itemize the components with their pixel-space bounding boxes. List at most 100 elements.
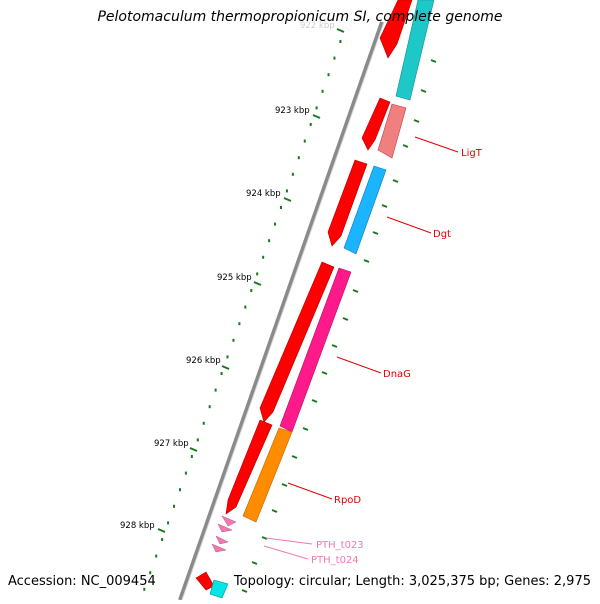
gene-track-tick [241, 589, 248, 593]
gene-track-tick [311, 399, 318, 403]
gene-track-tick [392, 179, 399, 183]
ruler-dot [339, 40, 342, 43]
label-leaders [263, 136, 459, 560]
trna-arrow-2[interactable] [217, 523, 233, 533]
gene-label-pth-t024[interactable]: PTH_t024 [311, 555, 359, 566]
ruler-dot [214, 388, 217, 392]
gene-arrow-cds-dnag[interactable] [259, 261, 335, 423]
ruler-dots [143, 40, 342, 591]
ruler-dot [190, 455, 193, 458]
leader-pth-t023 [265, 537, 313, 545]
gene-track-tick [331, 344, 338, 348]
ruler-dot [202, 421, 205, 425]
ruler-dot [178, 488, 181, 492]
ruler-tick-label: 923 kbp [275, 106, 310, 116]
trna-arrow-4[interactable] [211, 543, 227, 553]
gene-track-ticks [241, 59, 437, 593]
cog-block-dgt [343, 165, 387, 255]
ruler-dot [327, 73, 330, 77]
ruler-dot [321, 89, 324, 93]
accession-label: Accession: NC_009454 [8, 574, 156, 589]
ruler-dot [268, 239, 271, 243]
genome-summary: Topology: circular; Length: 3,025,375 bp… [233, 574, 591, 589]
ruler-tick [336, 28, 345, 33]
gene-track-tick [321, 371, 328, 375]
gene-label-dgt[interactable]: Dgt [433, 229, 451, 240]
trna-track [211, 515, 237, 553]
ruler-dot [173, 504, 176, 508]
ruler-dot [155, 554, 158, 558]
gene-track-tick [372, 231, 379, 235]
trna-arrow-1[interactable] [221, 515, 237, 527]
cog-block-ligt [377, 103, 407, 159]
ruler-dot [315, 106, 318, 110]
ruler-dot [250, 289, 253, 292]
gene-track-tick [261, 536, 268, 540]
gene-track-tick [381, 204, 388, 208]
gene-labels: LigT Dgt DnaG RpoD PTH_t023 PTH_t024 [311, 148, 483, 566]
gene-track-tick [430, 59, 437, 63]
gene-track-tick [281, 483, 288, 487]
trna-arrow-3[interactable] [215, 535, 229, 545]
cog-block-bottom [209, 579, 229, 599]
ruler-dot [274, 222, 277, 226]
ruler-tick-label: 922 kbp [300, 21, 335, 31]
ruler-dot [208, 405, 211, 409]
gene-arrow-cds-bottom[interactable] [195, 571, 215, 591]
cds-track [195, 0, 413, 591]
ruler-dot [196, 438, 199, 442]
ruler-dot [262, 255, 265, 259]
ruler-dot [161, 538, 164, 541]
ruler-tick [189, 447, 198, 452]
gene-arrow-cds-ligt[interactable] [361, 97, 391, 151]
ruler-dot [143, 587, 146, 591]
ruler-tick [283, 197, 292, 202]
gene-track-tick [342, 317, 349, 321]
cog-track [209, 0, 435, 599]
gene-track-tick [302, 427, 309, 431]
ruler-tick [253, 281, 262, 286]
ruler-dot [232, 338, 235, 342]
leader-rpod [287, 482, 333, 500]
gene-label-pth-t023[interactable]: PTH_t023 [316, 540, 364, 551]
ruler-dot [297, 156, 300, 160]
leader-ligt [414, 136, 459, 153]
gene-label-ligt[interactable]: LigT [461, 148, 483, 159]
leader-dgt [386, 216, 432, 234]
gene-track-tick [251, 561, 258, 565]
gene-arrow-cds-top[interactable] [379, 0, 413, 59]
ruler-dot [303, 139, 306, 143]
cog-block-top [395, 0, 435, 101]
gene-track-tick [352, 289, 359, 293]
cog-block-rpod [242, 427, 293, 523]
gene-label-dnag[interactable]: DnaG [383, 369, 411, 380]
ruler-dot [285, 189, 288, 193]
ruler-tick [312, 114, 321, 119]
ruler-dot [238, 322, 241, 326]
leader-dnag [336, 356, 382, 374]
ruler-tick-label: 925 kbp [217, 273, 252, 283]
ruler-dot [244, 305, 247, 309]
ruler-tick-label: 924 kbp [246, 189, 281, 199]
gene-label-rpod[interactable]: RpoD [334, 495, 361, 506]
ruler-dot [149, 571, 152, 575]
ruler-dot [309, 123, 312, 126]
ruler-dot [291, 172, 294, 176]
ruler-dot [184, 471, 187, 475]
ruler-tick-label: 927 kbp [154, 439, 189, 449]
ruler-tick-label: 926 kbp [186, 356, 221, 366]
ruler-dot [220, 372, 223, 375]
leader-pth-t024 [263, 545, 309, 560]
ruler-dot [256, 272, 259, 276]
gene-track-tick [420, 89, 427, 93]
genome-backbone [178, 21, 384, 601]
gene-track-tick [402, 144, 409, 148]
ruler-dot [226, 355, 229, 359]
gene-track-tick [291, 455, 298, 459]
ruler-tick [157, 528, 166, 533]
ruler-dot [167, 521, 170, 525]
gene-arrow-cds-rpod[interactable] [225, 419, 273, 515]
gene-arrow-cds-dgt[interactable] [327, 159, 368, 247]
